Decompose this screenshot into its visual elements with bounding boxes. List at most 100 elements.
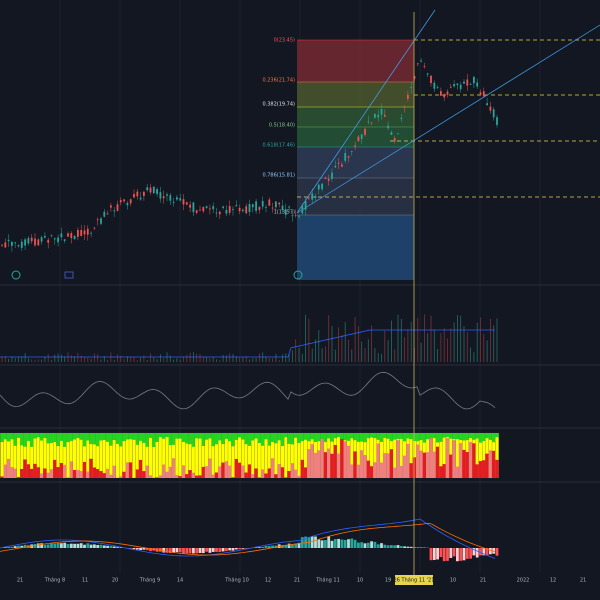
heat-col xyxy=(16,477,21,478)
heat-col xyxy=(23,433,27,447)
heat-col xyxy=(162,433,166,439)
macd-bar xyxy=(291,544,294,548)
heat-col xyxy=(56,467,60,478)
event-icon[interactable] xyxy=(64,271,74,279)
candle xyxy=(248,203,251,212)
heat-col xyxy=(221,462,225,478)
heat-col xyxy=(49,433,54,444)
heat-col xyxy=(310,444,314,478)
heat-col xyxy=(59,433,64,441)
candle xyxy=(334,165,337,168)
candle xyxy=(47,239,50,243)
heat-col xyxy=(63,464,67,478)
time-label: 21 xyxy=(480,578,486,584)
macd-bar xyxy=(142,548,146,550)
heat-col xyxy=(402,433,407,442)
heat-col xyxy=(86,433,90,441)
heat-col xyxy=(228,433,232,442)
candle xyxy=(410,87,413,88)
macd-bar xyxy=(343,539,347,548)
macd-bar xyxy=(459,548,463,561)
event-icon[interactable] xyxy=(293,270,303,280)
candle xyxy=(110,205,112,208)
heat-col xyxy=(280,433,285,447)
macd-bar xyxy=(277,544,281,548)
candle xyxy=(195,210,198,213)
candle xyxy=(116,204,119,211)
heat-col xyxy=(16,432,21,479)
heat-col xyxy=(452,433,456,440)
heat-col xyxy=(330,433,334,442)
macd-bar xyxy=(56,542,60,548)
candle xyxy=(261,200,264,207)
macd-bar xyxy=(185,548,189,554)
macd-bar xyxy=(462,548,466,561)
heat-col xyxy=(119,476,123,478)
candle xyxy=(377,114,380,118)
heat-col xyxy=(396,433,400,439)
macd-bar xyxy=(99,544,103,548)
heat-col xyxy=(89,433,93,445)
heat-col xyxy=(10,467,14,478)
macd-bar xyxy=(211,548,215,552)
heat-col xyxy=(300,433,304,442)
macd-bar xyxy=(479,548,482,556)
heat-col xyxy=(323,452,328,478)
candle xyxy=(473,76,475,84)
macd-bar xyxy=(66,543,70,548)
event-icon[interactable] xyxy=(11,270,21,280)
candle xyxy=(400,117,403,120)
heat-col xyxy=(287,470,291,478)
macd-bar xyxy=(23,544,27,548)
heat-col xyxy=(234,433,238,440)
macd-bar xyxy=(238,548,241,550)
heat-col xyxy=(148,433,153,438)
macd-bar xyxy=(215,548,218,552)
candle xyxy=(380,109,383,115)
heat-col xyxy=(475,464,479,478)
trend-line xyxy=(296,9,436,214)
heat-col xyxy=(244,472,248,478)
heat-col xyxy=(356,464,361,478)
heat-col xyxy=(201,433,205,447)
candle xyxy=(11,241,13,246)
heat-col xyxy=(482,460,486,478)
heat-col xyxy=(96,433,100,447)
heat-col xyxy=(158,433,163,438)
candle xyxy=(7,239,10,242)
candle xyxy=(265,207,267,208)
heat-col xyxy=(181,465,186,478)
candle xyxy=(360,134,363,139)
candle xyxy=(308,197,310,199)
heat-col xyxy=(366,433,370,439)
candle xyxy=(331,172,333,179)
macd-bar xyxy=(89,544,93,548)
candle xyxy=(192,202,195,213)
macd-bar xyxy=(456,548,459,562)
heat-col xyxy=(442,433,446,438)
heat-col xyxy=(241,433,245,440)
heat-col xyxy=(327,448,331,478)
candle xyxy=(321,183,323,190)
candle xyxy=(255,201,257,211)
heat-col xyxy=(284,433,288,438)
heat-col xyxy=(49,469,54,478)
macd-bar xyxy=(231,548,235,551)
candle xyxy=(93,227,96,229)
candle xyxy=(228,205,231,213)
heat-col xyxy=(468,441,473,478)
heat-col xyxy=(336,453,341,478)
heat-col xyxy=(178,432,183,479)
candle xyxy=(63,239,66,241)
heat-col xyxy=(30,468,34,478)
candle xyxy=(133,194,135,198)
heat-col xyxy=(343,441,347,478)
heat-col xyxy=(399,466,403,478)
heat-col xyxy=(6,458,11,478)
heat-col xyxy=(406,443,410,478)
heat-col xyxy=(109,474,113,478)
macd-bar xyxy=(357,542,360,548)
heat-col xyxy=(152,433,156,447)
candle xyxy=(169,195,172,201)
heat-col xyxy=(373,433,377,439)
